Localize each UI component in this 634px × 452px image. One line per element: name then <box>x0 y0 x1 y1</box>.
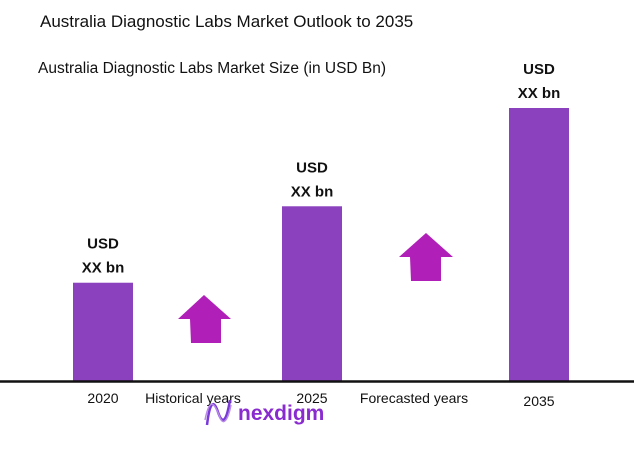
data-label: USD <box>523 61 555 78</box>
data-label: XX bn <box>291 183 334 200</box>
data-label: USD <box>87 236 119 253</box>
data-label: USD <box>296 159 328 176</box>
x-tick-label: 2025 <box>296 390 327 406</box>
annotation-forecasted: Forecasted years <box>360 390 468 406</box>
bar-2035 <box>509 108 569 381</box>
x-tick-label: 2035 <box>523 393 554 409</box>
data-label: XX bn <box>518 85 561 102</box>
chart-title: Australia Diagnostic Labs Market Outlook… <box>40 12 413 31</box>
nexdigm-logo: nexdigm <box>204 399 324 426</box>
bar-2025 <box>282 206 342 381</box>
svg-text:nexdigm: nexdigm <box>238 402 324 425</box>
up-arrow-icon <box>178 295 231 343</box>
x-tick-label: 2020 <box>87 390 118 406</box>
bar-2020 <box>73 282 133 381</box>
annotation-historical: Historical years <box>145 390 241 406</box>
up-arrow-icon <box>399 233 453 281</box>
chart-subtitle: Australia Diagnostic Labs Market Size (i… <box>38 60 386 77</box>
data-label: XX bn <box>82 260 125 277</box>
